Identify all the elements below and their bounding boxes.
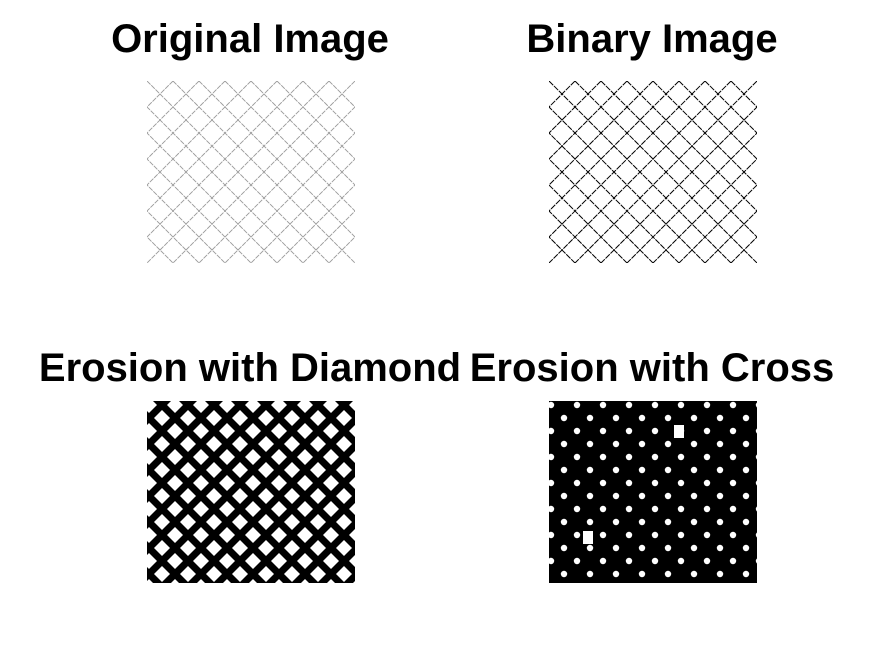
erosion-cross-canvas (549, 401, 757, 583)
panel-title-binary: Binary Image (526, 17, 778, 61)
erosion-diamond-canvas (147, 401, 355, 583)
binary-image (549, 81, 757, 263)
binary-image-canvas (549, 81, 757, 263)
original-image-canvas (147, 81, 355, 263)
panel-title-erosion-diamond: Erosion with Diamond (38, 346, 462, 390)
erosion-cross-image (549, 401, 757, 583)
erosion-diamond-image (147, 401, 355, 583)
panel-title-original: Original Image (111, 17, 389, 61)
panel-title-erosion-cross: Erosion with Cross (469, 346, 835, 390)
original-image (147, 81, 355, 263)
